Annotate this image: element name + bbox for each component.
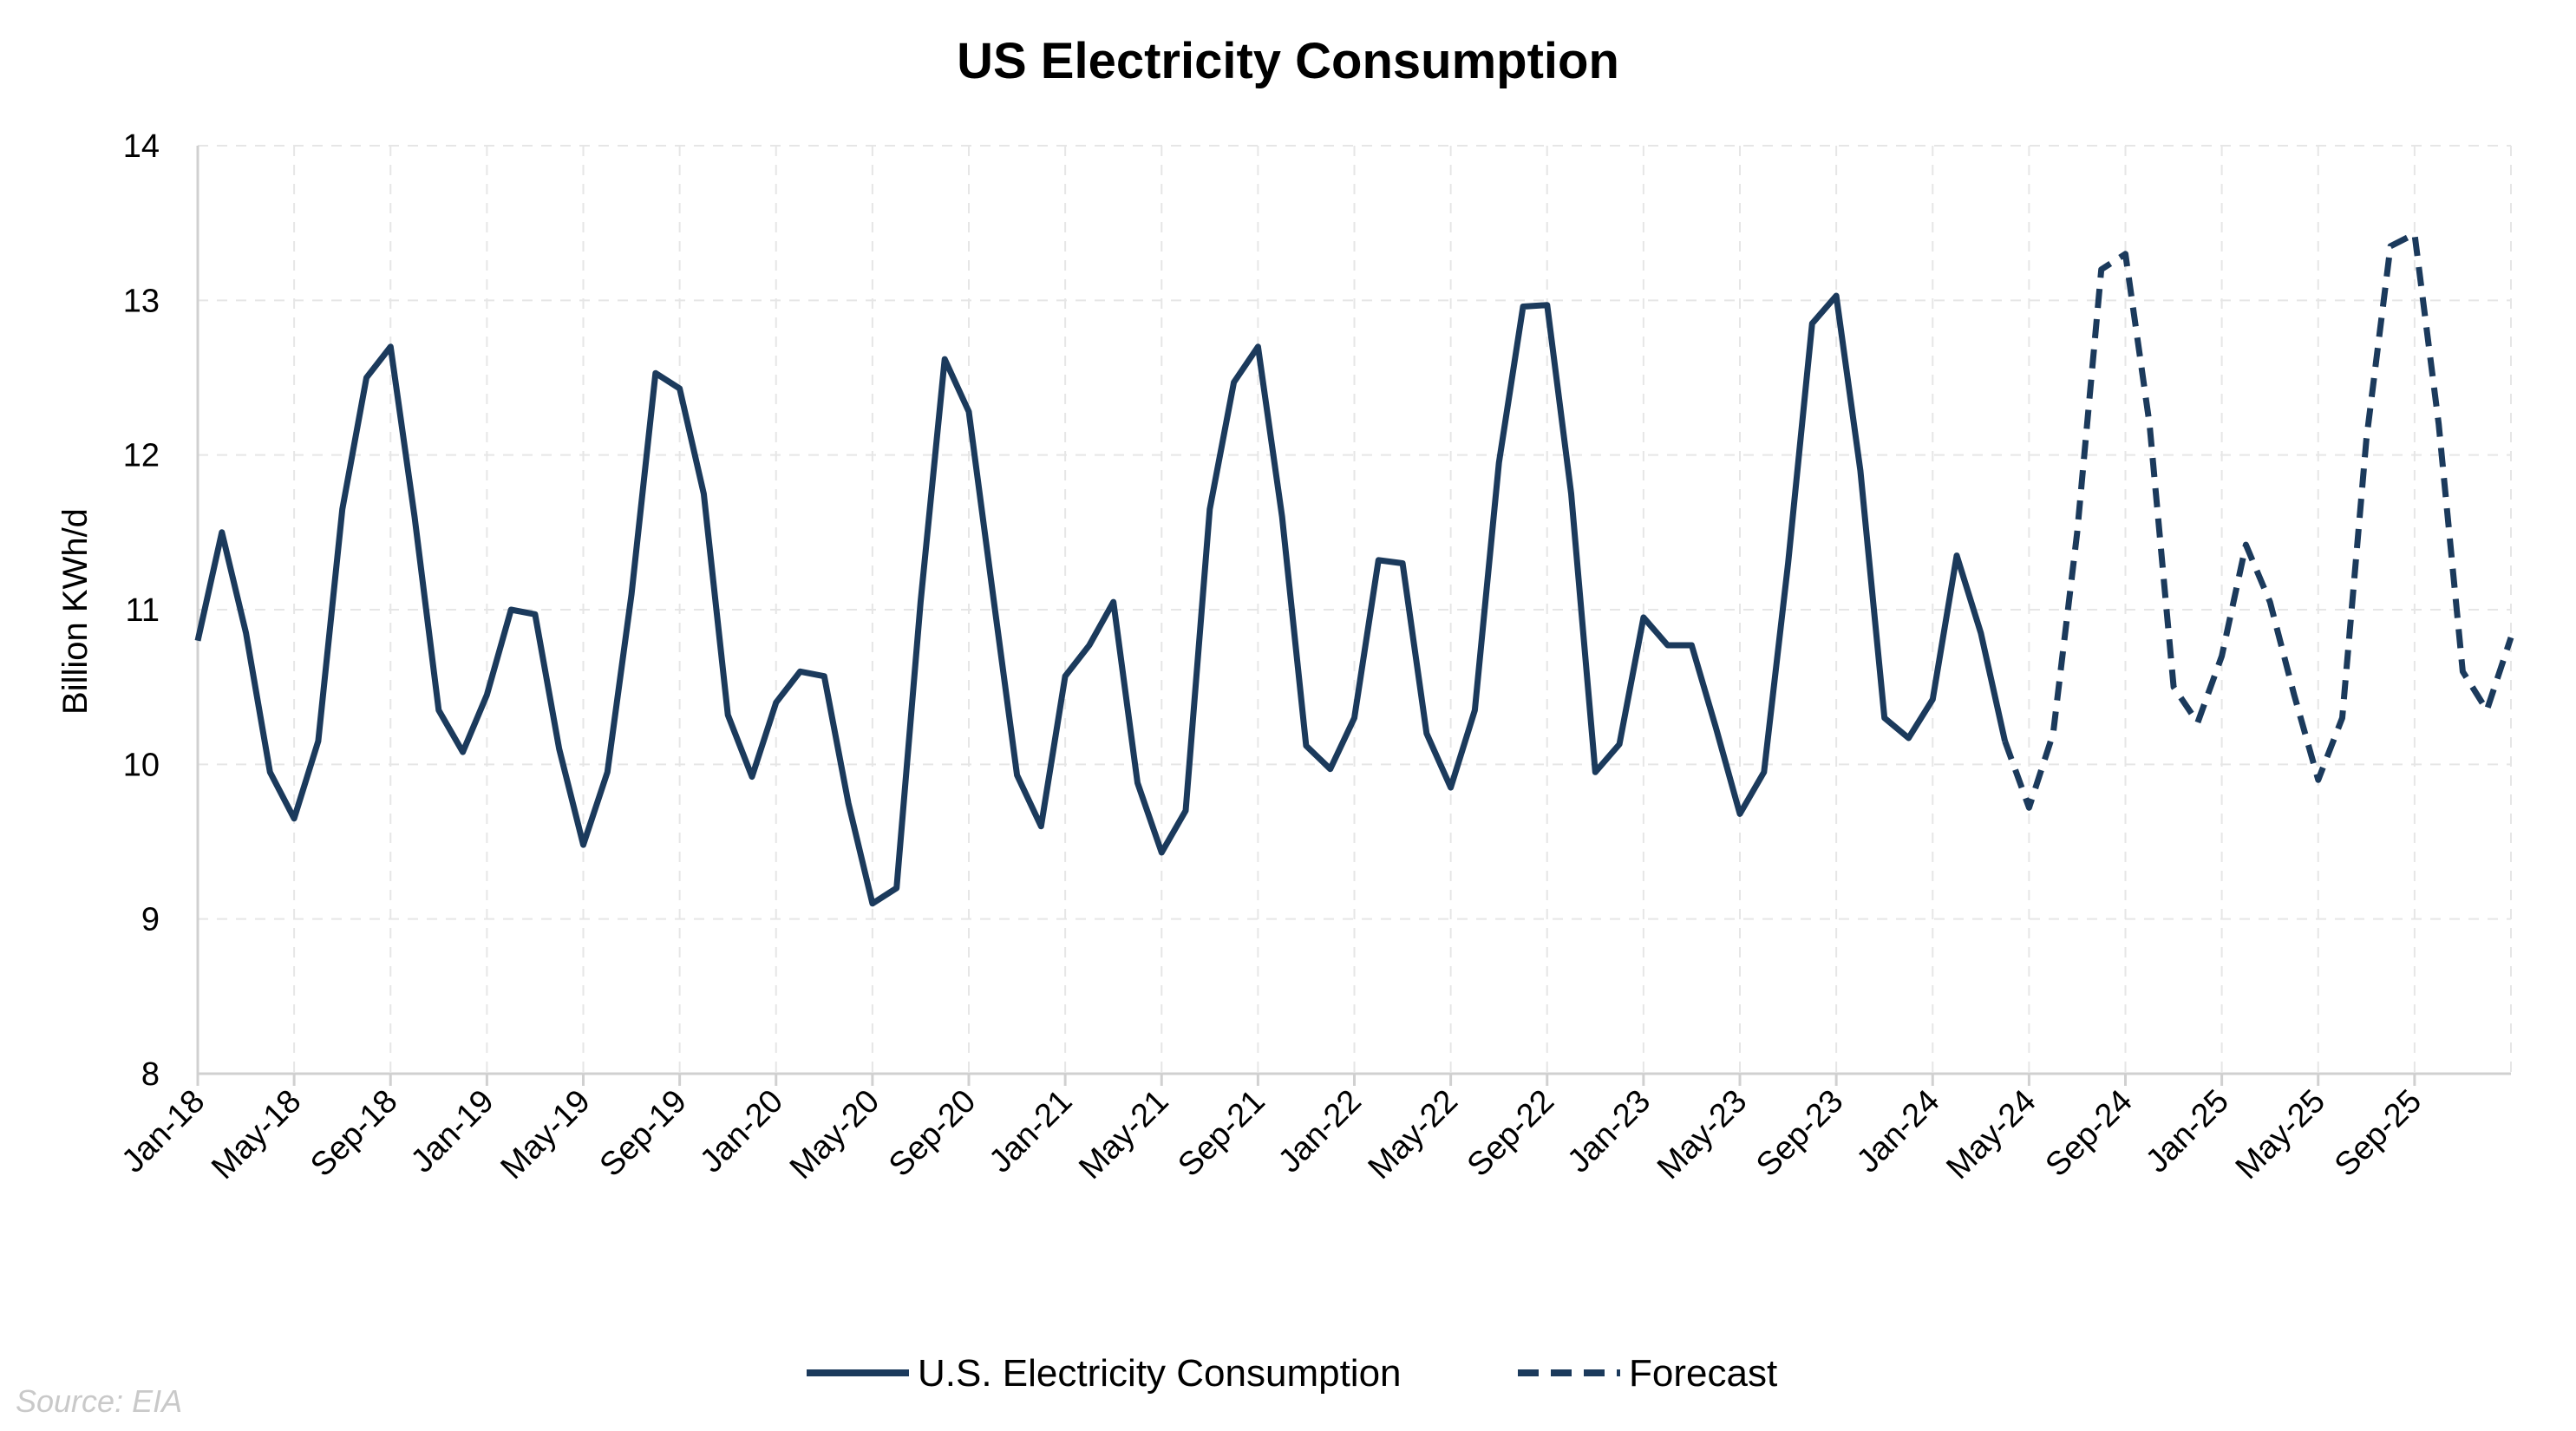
y-tick-label: 11 — [126, 592, 160, 629]
x-tick-label: Jan-24 — [1850, 1083, 1947, 1180]
x-tick-label: Sep-18 — [304, 1083, 404, 1184]
y-tick-label: 14 — [123, 128, 160, 165]
y-tick-label: 8 — [141, 1056, 160, 1093]
x-tick-label: Sep-21 — [1171, 1083, 1272, 1184]
x-tick-label: Sep-25 — [2328, 1083, 2429, 1184]
grid — [198, 145, 2512, 1074]
x-tick-label: Sep-19 — [593, 1083, 694, 1184]
y-tick-labels: 8 9 10 11 12 13 14 — [123, 128, 160, 1093]
series-lines — [194, 231, 2514, 907]
y-tick-label: 13 — [123, 283, 160, 319]
legend-label: U.S. Electricity Consumption — [918, 1352, 1402, 1395]
consumption-line — [194, 292, 2009, 907]
x-tick-label: Sep-24 — [2039, 1083, 2140, 1184]
x-tick-label: Sep-20 — [882, 1083, 983, 1184]
x-tick-label: May-24 — [1939, 1083, 2043, 1186]
x-tick-label: Jan-22 — [1272, 1083, 1369, 1180]
x-tick-label: Sep-22 — [1461, 1083, 1561, 1184]
chart-title: US Electricity Consumption — [957, 33, 1619, 89]
legend-label: Forecast — [1629, 1352, 1777, 1395]
x-tick-label: May-18 — [205, 1083, 308, 1186]
x-tick-label: May-21 — [1072, 1083, 1175, 1186]
x-tick-label: Jan-18 — [114, 1083, 212, 1180]
x-tick-label: May-22 — [1362, 1083, 1465, 1186]
legend: U.S. Electricity Consumption Forecast — [807, 1352, 1777, 1395]
x-tick-label: Jan-20 — [693, 1083, 790, 1180]
y-tick-label: 12 — [123, 438, 160, 474]
x-tick-label: May-25 — [2229, 1083, 2332, 1186]
x-tick-label: May-23 — [1651, 1083, 1754, 1186]
x-tick-label: Jan-19 — [404, 1083, 501, 1180]
forecast-line — [2002, 231, 2514, 811]
source-note: Source: EIA — [16, 1383, 182, 1419]
x-tick-label: May-20 — [783, 1083, 886, 1186]
x-tick-label: Jan-21 — [983, 1083, 1080, 1180]
y-axis-label: Billion KWh/d — [56, 508, 95, 715]
x-tick-label: Sep-23 — [1749, 1083, 1850, 1184]
x-tick-label: Jan-23 — [1560, 1083, 1657, 1180]
y-tick-label: 10 — [123, 747, 160, 783]
y-tick-label: 9 — [141, 902, 160, 938]
x-tick-label: May-19 — [494, 1083, 598, 1186]
x-tick-label: Jan-25 — [2139, 1083, 2236, 1180]
